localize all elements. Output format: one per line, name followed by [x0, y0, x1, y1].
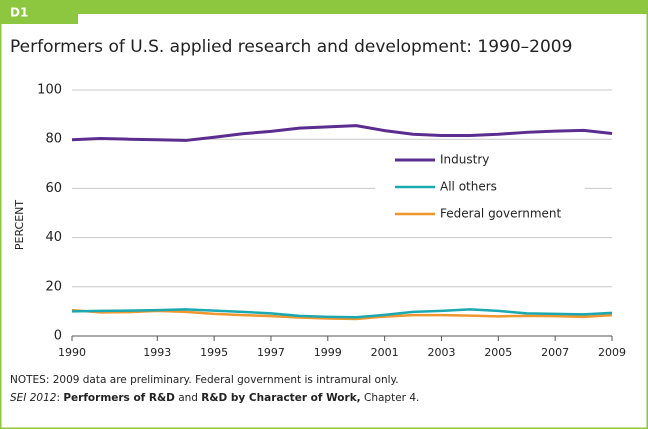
x-tick-label: 2007 — [541, 346, 569, 359]
source-part: SEI 2012 — [10, 392, 57, 404]
x-tick-label: 1995 — [200, 346, 228, 359]
x-tick-label: 2009 — [598, 346, 626, 359]
source: SEI 2012: Performers of R&D and R&D by C… — [10, 392, 419, 404]
source-part: Chapter 4. — [361, 392, 420, 404]
y-axis-label: PERCENT — [13, 200, 26, 251]
legend-label: All others — [440, 180, 497, 194]
x-tick-label: 1999 — [314, 346, 342, 359]
source-part: and — [175, 392, 201, 404]
y-tick-label: 60 — [45, 181, 62, 196]
x-tick-label: 1993 — [143, 346, 171, 359]
legend-label: Federal government — [440, 207, 562, 221]
y-tick-label: 100 — [37, 83, 62, 98]
x-tick-label: 2005 — [484, 346, 512, 359]
source-part: R&D by Character of Work, — [201, 392, 360, 404]
x-tick-label: 1997 — [257, 346, 285, 359]
y-tick-label: 40 — [45, 230, 62, 245]
series-line — [71, 308, 613, 319]
source-part: Performers of R&D — [63, 392, 175, 404]
source-part: : — [56, 392, 63, 404]
chart-title: Performers of U.S. applied research and … — [10, 37, 572, 57]
header-bar — [0, 0, 648, 14]
tab-label: D1 — [10, 6, 28, 20]
x-tick-label: 1990 — [58, 346, 86, 359]
notes: NOTES: 2009 data are preliminary. Federa… — [10, 374, 399, 386]
x-tick-label: 2001 — [371, 346, 399, 359]
header-tab — [0, 0, 78, 24]
y-tick-label: 20 — [45, 279, 62, 294]
y-tick-label: 0 — [54, 329, 62, 344]
legend-label: Industry — [440, 153, 489, 167]
y-tick-label: 80 — [45, 132, 62, 147]
series-line — [71, 124, 613, 142]
x-tick-label: 2003 — [427, 346, 455, 359]
